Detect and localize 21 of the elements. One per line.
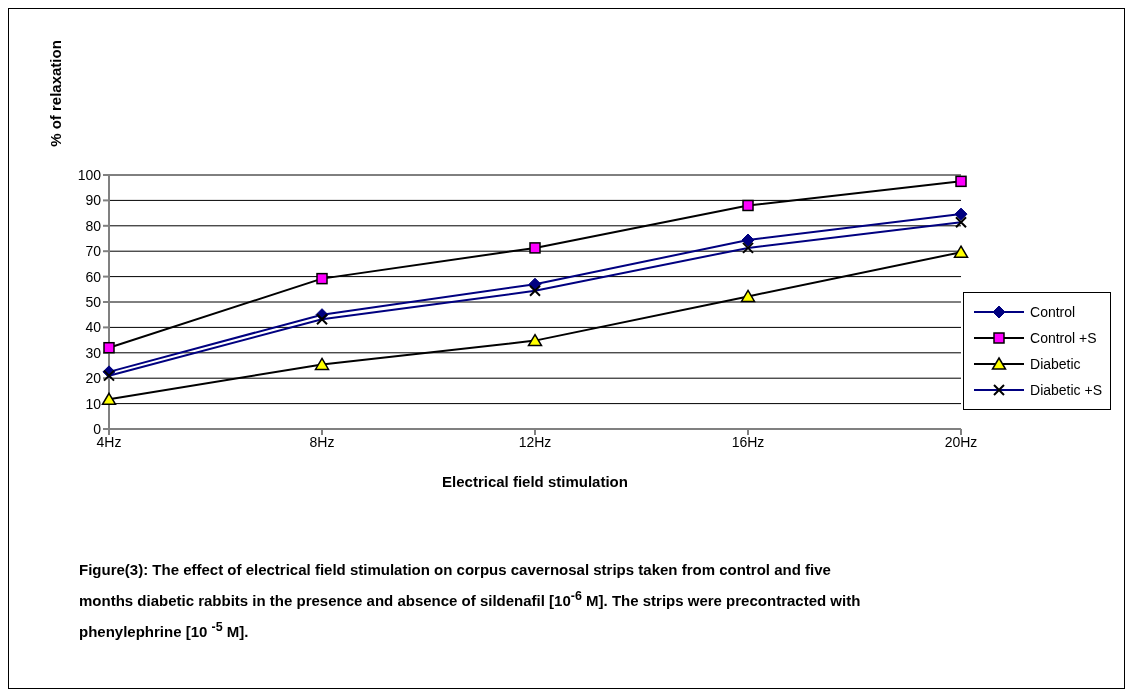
y-tick-label: 20 xyxy=(85,370,102,387)
y-tick-label: 60 xyxy=(85,268,102,285)
x-axis-title: Electrical field stimulation xyxy=(442,473,628,490)
x-tick-label: 12Hz xyxy=(518,433,552,450)
x-tick-label: 20Hz xyxy=(944,433,978,450)
legend-label: Control xyxy=(1030,304,1076,320)
y-tick-label: 70 xyxy=(85,243,102,260)
y-tick-label: 10 xyxy=(85,395,102,412)
x-tick-label: 16Hz xyxy=(731,433,765,450)
y-tick-label: 90 xyxy=(85,192,102,209)
x-tick-label: 8Hz xyxy=(309,433,335,450)
legend-label: Diabetic xyxy=(1030,356,1081,372)
legend-label: Diabetic +S xyxy=(1030,382,1102,398)
y-tick-label: 50 xyxy=(85,293,102,310)
y-tick-label: 40 xyxy=(85,319,102,336)
y-axis-title: % of relaxation xyxy=(46,40,64,147)
y-tick-label: 30 xyxy=(85,344,102,361)
y-tick-label: 100 xyxy=(77,166,102,183)
legend-label: Control +S xyxy=(1030,330,1097,346)
y-tick-label: 80 xyxy=(85,217,102,234)
text: Figure(3): The effect of electrical field stimulation on corpus cavernosal strips taken from control and five months diabetic rabbits in the presence and absence of sildenafil [10$^{-6}$ M]. The strips were precontracted with phenylephrine [10 $^{-5}$ M]. xyxy=(79,561,861,640)
